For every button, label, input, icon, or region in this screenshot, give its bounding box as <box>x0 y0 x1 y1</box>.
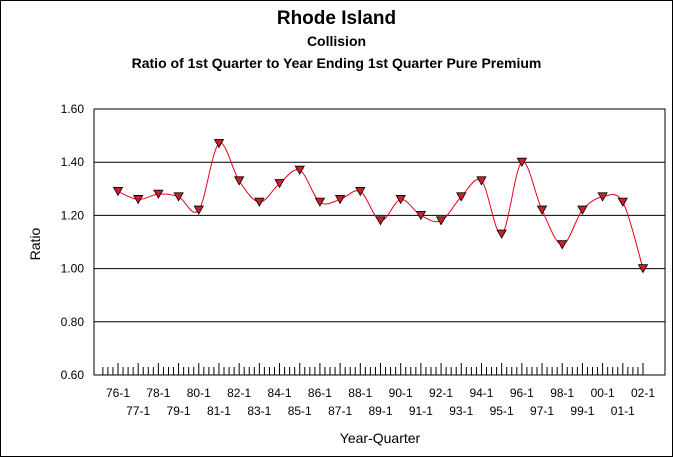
chart-subtitle: Collision <box>306 33 367 49</box>
y-tick-label: 0.80 <box>61 315 85 329</box>
plot-area <box>93 108 666 376</box>
data-point-marker <box>516 157 528 168</box>
data-point-marker <box>355 187 366 197</box>
x-tick-label: 92-1 <box>429 386 453 400</box>
chart-title: Rhode Island <box>276 8 397 29</box>
data-point-marker <box>112 187 124 197</box>
data-point-marker <box>456 192 467 202</box>
x-tick-marks <box>102 363 644 375</box>
data-point-marker <box>173 192 184 202</box>
x-tick-label: 95-1 <box>490 404 514 418</box>
data-point-marker <box>133 195 144 205</box>
x-tick-label: 85-1 <box>288 404 312 418</box>
y-tick-label: 1.40 <box>61 155 85 169</box>
data-point-marker <box>314 197 326 207</box>
data-point-marker <box>193 205 204 215</box>
x-tick-label: 89-1 <box>368 404 392 418</box>
data-point-marker <box>415 210 427 221</box>
data-point-marker <box>395 195 406 205</box>
x-tick-label: 94-1 <box>469 386 493 400</box>
data-point-marker <box>233 176 245 186</box>
x-tick-label: 90-1 <box>389 386 413 400</box>
x-tick-label: 91-1 <box>409 404 433 418</box>
data-point-marker <box>597 192 608 202</box>
data-point-marker <box>637 264 649 274</box>
x-tick-label: 99-1 <box>570 404 594 418</box>
data-point-marker <box>536 205 548 215</box>
series-markers <box>112 139 649 274</box>
data-point-marker <box>294 165 305 175</box>
x-tick-label: 00-1 <box>591 386 615 400</box>
x-tick-label: 96-1 <box>510 386 534 400</box>
y-tick-label: 1.20 <box>61 208 85 222</box>
x-tick-labels: 76-1 77-1 78-1 79-1 80-1 81-1 82-1 83-1 84-1 85-1… <box>106 386 655 418</box>
data-point-marker <box>254 197 265 207</box>
x-tick-label: 82-1 <box>227 386 251 400</box>
data-point-marker <box>334 195 346 205</box>
y-tick-label: 1.60 <box>61 102 85 116</box>
x-tick-label: 76-1 <box>106 386 130 400</box>
x-tick-label: 98-1 <box>550 386 574 400</box>
data-point-marker <box>435 216 447 226</box>
x-tick-label: 87-1 <box>328 404 352 418</box>
x-tick-label: 86-1 <box>308 386 332 400</box>
data-point-marker <box>617 197 628 207</box>
x-tick-label: 77-1 <box>126 404 150 418</box>
data-point-marker <box>274 179 285 189</box>
data-point-marker <box>577 205 588 215</box>
gridlines <box>93 108 666 376</box>
x-tick-label: 02-1 <box>631 386 655 400</box>
data-point-marker <box>476 176 487 186</box>
chart-subtitle-2: Ratio of 1st Quarter to Year Ending 1st … <box>131 55 542 71</box>
x-tick-label: 81-1 <box>207 404 231 418</box>
x-tick-label: 83-1 <box>247 404 271 418</box>
x-axis-title: Year-Quarter <box>340 430 421 446</box>
x-tick-label: 79-1 <box>167 404 191 418</box>
y-tick-label: 0.60 <box>61 368 85 382</box>
x-tick-label: 80-1 <box>187 386 211 400</box>
data-point-marker <box>557 240 568 250</box>
y-tick-label: 1.00 <box>61 262 85 276</box>
x-tick-label: 88-1 <box>348 386 372 400</box>
data-point-marker <box>213 139 225 149</box>
data-point-marker <box>375 216 386 226</box>
x-tick-label: 78-1 <box>146 386 170 400</box>
x-tick-label: 93-1 <box>449 404 473 418</box>
x-tick-label: 01-1 <box>611 404 635 418</box>
x-tick-label: 97-1 <box>530 404 554 418</box>
x-tick-label: 84-1 <box>268 386 292 400</box>
data-point-marker <box>153 189 164 199</box>
data-point-marker <box>496 229 507 239</box>
y-tick-labels: 0.60 0.80 1.00 1.20 1.40 1.60 <box>61 102 85 382</box>
y-axis-title: Ratio <box>27 227 43 260</box>
